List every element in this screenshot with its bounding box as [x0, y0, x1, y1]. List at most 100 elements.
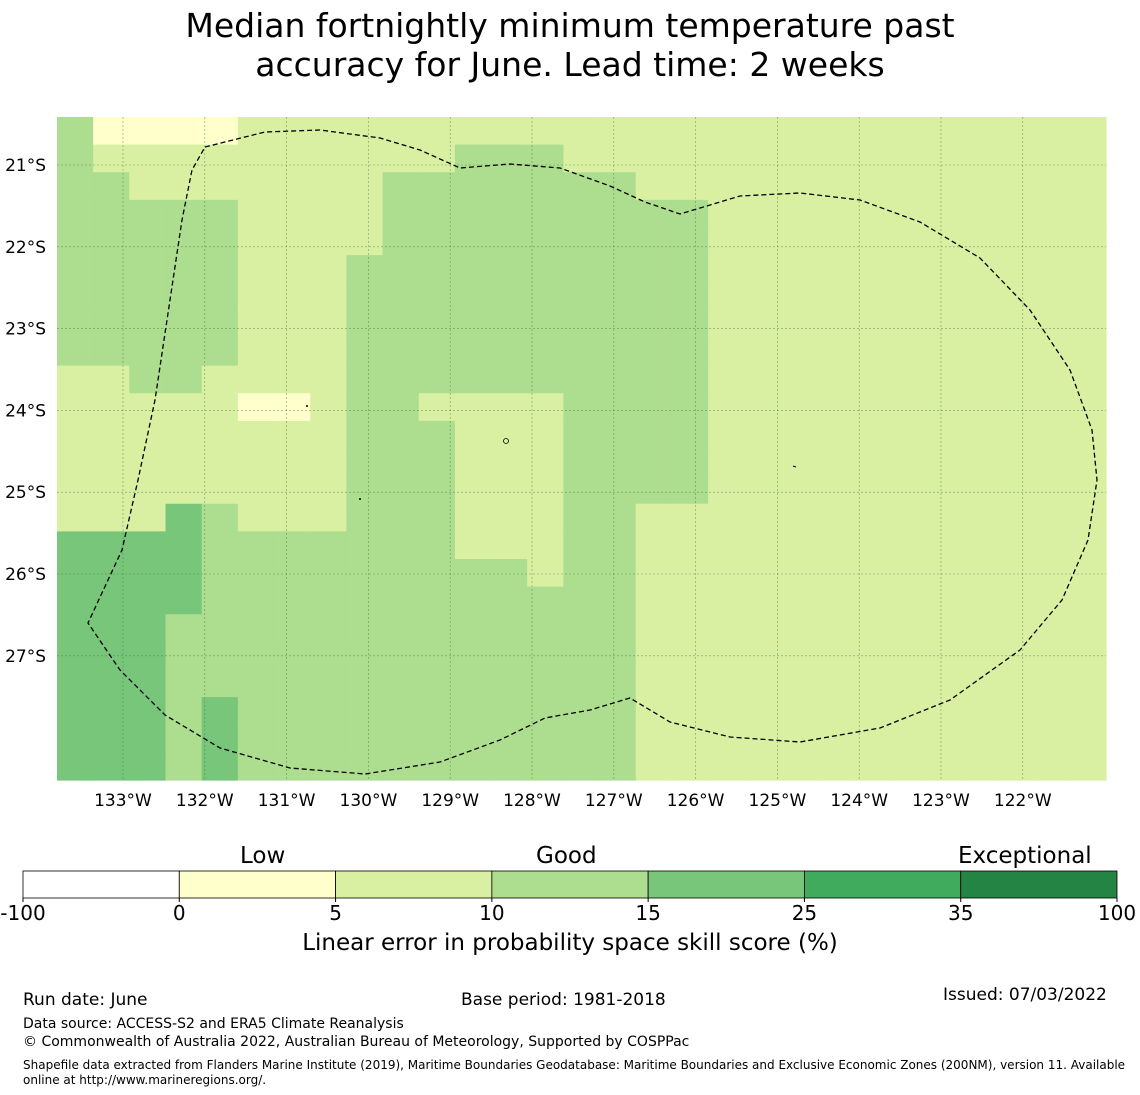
grid-cell [563, 559, 601, 588]
grid-cell [816, 199, 854, 229]
grid-cell [237, 144, 275, 173]
grid-cell [1069, 172, 1107, 201]
grid-cell [201, 172, 239, 201]
colorbar-tick-label: 10 [479, 901, 504, 925]
grid-cell [961, 503, 999, 532]
grid-cell [852, 199, 890, 229]
grid-cell [997, 669, 1035, 698]
grid-cell [346, 503, 384, 532]
grid-cell [563, 669, 601, 698]
island-marker [306, 405, 308, 407]
grid-cell [744, 172, 782, 201]
grid-cell [57, 669, 94, 698]
grid-cell [201, 586, 239, 615]
grid-cell [274, 172, 311, 201]
grid-cell [237, 559, 275, 588]
grid-cell [1069, 144, 1107, 173]
grid-cell [237, 448, 275, 477]
grid-cell [563, 227, 601, 256]
grid-cell [57, 476, 94, 505]
grid-cell [997, 393, 1035, 422]
grid-cell [57, 752, 94, 781]
grid-cell [57, 420, 94, 450]
grid-cell [816, 227, 854, 256]
grid-cell [671, 420, 709, 450]
grid-cell [961, 476, 999, 505]
colorbar-tick-label: 5 [329, 901, 342, 925]
grid-cell [671, 365, 709, 394]
grid-cell [527, 724, 565, 753]
grid-cell [237, 586, 275, 615]
grid-cell [274, 420, 311, 450]
grid-cell [563, 199, 601, 229]
grid-cell [888, 448, 926, 477]
grid-cell [780, 531, 818, 560]
grid-cell [708, 227, 745, 256]
grid-cell [93, 614, 130, 643]
colorbar-tick-label: 35 [948, 901, 973, 925]
grid-cell [925, 724, 962, 753]
grid-cell [635, 669, 673, 698]
grid-cell [454, 476, 492, 505]
grid-cell [961, 199, 999, 229]
grid-cell [93, 641, 130, 671]
grid-cell [744, 365, 782, 394]
grid-cell [382, 227, 420, 256]
grid-cell [1033, 614, 1071, 643]
grid-cell [599, 255, 637, 284]
grid-cell [780, 448, 818, 477]
grid-cell [671, 614, 709, 643]
colorbar-segment [647, 870, 805, 899]
grid-cell [997, 117, 1035, 146]
grid-cell [165, 365, 203, 394]
grid-cell [852, 255, 890, 284]
grid-cell [563, 255, 601, 284]
grid-cell [1069, 752, 1107, 781]
grid-cell [708, 669, 745, 698]
grid-cell [997, 476, 1035, 505]
grid-cell [527, 476, 565, 505]
longitude-label: 124°W [830, 791, 888, 811]
grid-cell [201, 559, 239, 588]
grid-cell [310, 420, 347, 450]
grid-cell [563, 531, 601, 560]
shapefile-credit: Shapefile data extracted from Flanders M… [23, 1058, 1126, 1087]
grid-cell [346, 172, 384, 201]
grid-cell [997, 338, 1035, 367]
grid-cell [816, 117, 854, 146]
grid-cell [527, 255, 565, 284]
longitude-label: 125°W [749, 791, 807, 811]
grid-cell [418, 393, 456, 422]
grid-cell [925, 227, 962, 256]
grid-cell [780, 503, 818, 532]
grid-cell [671, 503, 709, 532]
grid-cell [744, 697, 782, 726]
grid-cell [1033, 448, 1071, 477]
skill-grid [57, 117, 1107, 781]
colorbar-tick-label: 100 [1098, 901, 1136, 925]
grid-cell [129, 503, 167, 532]
grid-cell [382, 559, 420, 588]
grid-cell [563, 310, 601, 339]
grid-cell [165, 669, 203, 698]
longitude-label: 133°W [94, 791, 152, 811]
grid-cell [1033, 117, 1071, 146]
grid-cell [527, 586, 565, 615]
grid-cell [237, 614, 275, 643]
grid-cell [925, 144, 962, 173]
grid-cell [418, 338, 456, 367]
grid-cell [382, 724, 420, 753]
grid-cell [708, 697, 745, 726]
grid-cell [744, 752, 782, 781]
grid-cell [563, 476, 601, 505]
grid-cell [925, 199, 962, 229]
grid-cell [93, 282, 130, 311]
title-line-2: accuracy for June. Lead time: 2 weeks [255, 45, 885, 84]
grid-cell [129, 255, 167, 284]
grid-cell [925, 420, 962, 450]
grid-cell [852, 282, 890, 311]
grid-cell [491, 669, 528, 698]
grid-cell [780, 669, 818, 698]
grid-cell [1033, 752, 1071, 781]
